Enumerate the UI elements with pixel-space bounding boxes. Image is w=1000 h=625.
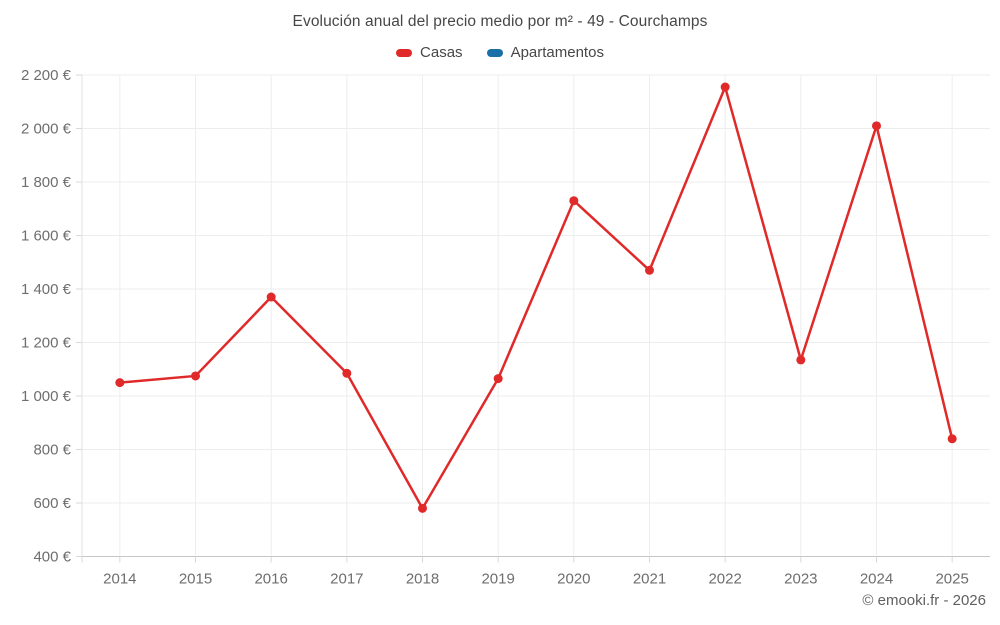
- data-point-casas-2025[interactable]: [947, 434, 957, 444]
- axes: [76, 74, 990, 563]
- y-tick-label: 2 200 €: [21, 67, 72, 84]
- x-tick-label: 2019: [481, 571, 514, 588]
- data-point-casas-2017[interactable]: [342, 368, 352, 378]
- chart-title: Evolución anual del precio medio por m² …: [292, 13, 708, 30]
- data-point-casas-2015[interactable]: [191, 371, 200, 381]
- x-tick-label: 2015: [179, 571, 212, 588]
- data-point-casas-2019[interactable]: [493, 374, 503, 384]
- x-tick-label: 2023: [784, 571, 817, 588]
- x-tick-label: 2025: [935, 571, 968, 588]
- x-tick-label: 2021: [633, 571, 666, 588]
- x-tick-label: 2018: [406, 571, 439, 588]
- x-tick-label: 2017: [330, 571, 363, 588]
- y-tick-label: 400 €: [33, 549, 71, 566]
- gridlines: [82, 74, 990, 557]
- legend-swatch-apartamentos-icon: [486, 48, 503, 57]
- y-tick-label: 1 600 €: [21, 228, 72, 245]
- line-casas: [118, 85, 954, 510]
- y-axis-labels: 400 € 600 € 800 € 1 000 € 1 200 € 1 400 € 1 60…: [21, 67, 72, 566]
- y-tick-label: 800 €: [33, 442, 71, 459]
- series-casas: [115, 82, 957, 513]
- y-tick-label: 1 800 €: [21, 174, 72, 191]
- x-tick-label: 2020: [557, 571, 590, 588]
- footer-credit: © emooki.fr - 2026: [862, 592, 986, 609]
- x-tick-label: 2022: [708, 571, 741, 588]
- legend-label-casas: Casas: [420, 44, 463, 61]
- legend-label-apartamentos: Apartamentos: [510, 44, 604, 61]
- legend-item-apartamentos[interactable]: Apartamentos: [486, 44, 604, 61]
- x-tick-label: 2016: [254, 571, 287, 588]
- y-tick-label: 1 400 €: [21, 281, 72, 298]
- y-tick-label: 600 €: [33, 495, 71, 512]
- legend-swatch-casas-icon: [396, 48, 413, 57]
- y-tick-label: 2 000 €: [21, 121, 72, 138]
- data-point-casas-2020[interactable]: [569, 196, 579, 206]
- data-point-casas-2024[interactable]: [872, 121, 881, 131]
- data-point-casas-2022[interactable]: [720, 82, 730, 92]
- x-tick-label: 2024: [860, 571, 893, 588]
- x-tick-label: 2014: [103, 571, 136, 588]
- data-point-casas-2021[interactable]: [645, 265, 654, 275]
- data-point-casas-2014[interactable]: [115, 378, 125, 388]
- y-tick-label: 1 000 €: [21, 388, 72, 405]
- legend-item-casas[interactable]: Casas: [396, 44, 463, 61]
- x-axis-labels: 2014 2015 2016 2017 2018 2019 2020 2021 2022 2023…: [103, 571, 969, 588]
- data-point-casas-2018[interactable]: [418, 503, 427, 513]
- legend: Casas Apartamentos: [0, 44, 1000, 61]
- y-tick-label: 1 200 €: [21, 335, 72, 352]
- data-point-casas-2023[interactable]: [796, 355, 806, 365]
- data-point-casas-2016[interactable]: [266, 292, 276, 302]
